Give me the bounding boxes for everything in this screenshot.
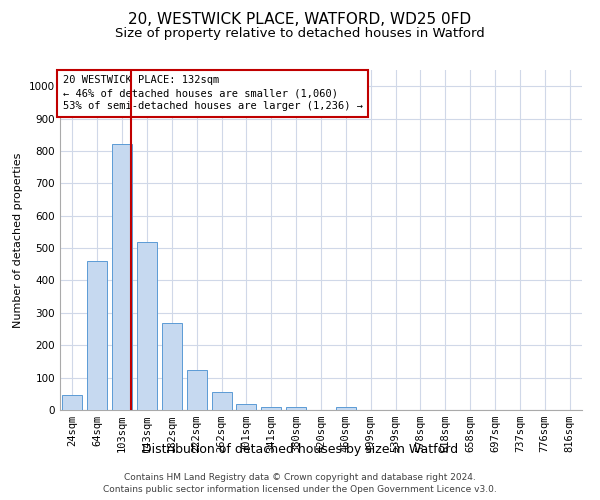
Bar (262, 407, 281, 410)
Bar (137, 242, 157, 410)
Y-axis label: Number of detached properties: Number of detached properties (13, 152, 23, 328)
Bar (336, 407, 356, 410)
Bar (112, 144, 132, 410)
Bar (212, 392, 232, 410)
Text: Contains HM Land Registry data © Crown copyright and database right 2024.: Contains HM Land Registry data © Crown c… (124, 472, 476, 482)
Text: Distribution of detached houses by size in Watford: Distribution of detached houses by size … (142, 442, 458, 456)
Bar (236, 404, 256, 410)
Bar (286, 407, 306, 410)
Bar (62, 395, 82, 410)
Bar (162, 322, 182, 410)
Text: 20 WESTWICK PLACE: 132sqm
← 46% of detached houses are smaller (1,060)
53% of se: 20 WESTWICK PLACE: 132sqm ← 46% of detac… (62, 75, 362, 112)
Text: Size of property relative to detached houses in Watford: Size of property relative to detached ho… (115, 28, 485, 40)
Bar (88, 261, 107, 410)
Text: 20, WESTWICK PLACE, WATFORD, WD25 0FD: 20, WESTWICK PLACE, WATFORD, WD25 0FD (128, 12, 472, 28)
Text: Contains public sector information licensed under the Open Government Licence v3: Contains public sector information licen… (103, 485, 497, 494)
Bar (187, 370, 206, 410)
